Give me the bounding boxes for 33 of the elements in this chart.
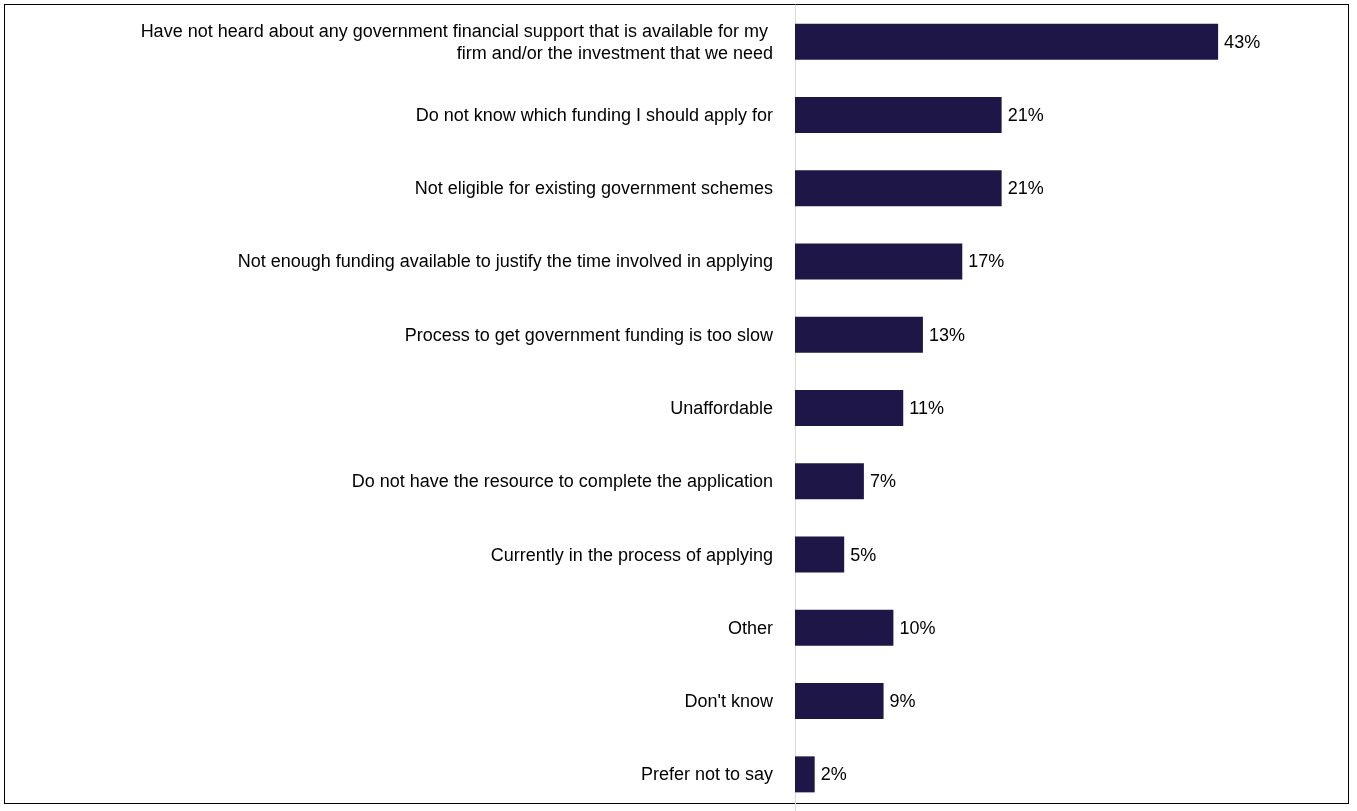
y-tick-label: Do not know which funding I should apply for [415, 104, 773, 125]
data-label: 9% [889, 691, 916, 712]
bar [795, 243, 963, 280]
y-tick-label: Have not heard about any government financial support that is available for my firm and/or the investment that we need [140, 20, 773, 63]
bar [795, 683, 884, 720]
bar [795, 536, 845, 573]
bar [795, 170, 1002, 207]
y-tick-label: Do not have the resource to complete the application [351, 471, 773, 492]
data-label: 11% [909, 398, 944, 418]
y-tick-label: Unaffordable [670, 398, 773, 418]
data-label: 21% [1007, 104, 1044, 125]
bar [795, 756, 815, 793]
y-tick-label: Not enough funding available to justify the time involved in applying [237, 251, 773, 272]
data-label: 21% [1007, 178, 1044, 199]
y-tick-label: Currently in the process of applying [490, 544, 773, 565]
bar [795, 316, 923, 353]
data-label: 43% [1224, 31, 1261, 52]
bar [795, 609, 894, 646]
data-label: 2% [820, 764, 847, 785]
y-tick-label: Other [727, 617, 773, 638]
y-tick-label: Don't know [684, 691, 774, 712]
data-label: 10% [899, 617, 936, 638]
y-tick-label: Process to get government funding is too slow [404, 324, 774, 345]
data-label: 17% [968, 251, 1005, 272]
y-tick-label: Prefer not to say [640, 764, 773, 785]
bar [795, 96, 1002, 133]
bar [795, 463, 864, 500]
bar [795, 23, 1219, 60]
data-label: 13% [928, 324, 965, 345]
data-label: 5% [850, 544, 877, 565]
data-label: 7% [869, 471, 896, 492]
y-tick-label: Not eligible for existing government schemes [414, 178, 773, 199]
bar [795, 390, 904, 426]
